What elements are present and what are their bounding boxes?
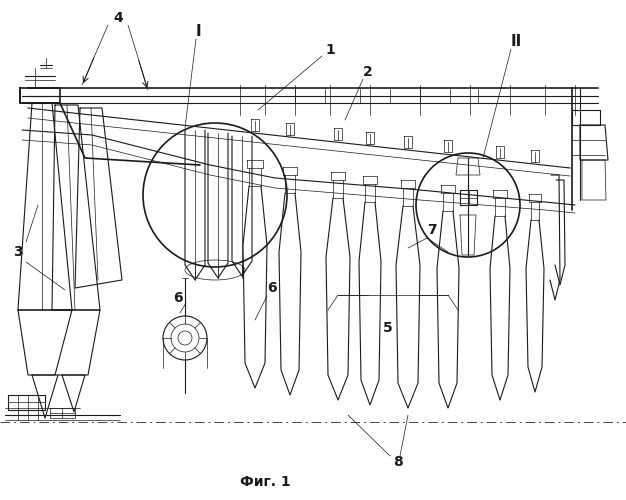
Text: 7: 7 — [427, 223, 437, 237]
Text: I: I — [195, 24, 201, 40]
Text: 8: 8 — [393, 455, 403, 469]
Text: 5: 5 — [383, 321, 393, 335]
Text: 2: 2 — [363, 65, 373, 79]
Text: 3: 3 — [13, 245, 23, 259]
Text: Фиг. 1: Фиг. 1 — [240, 475, 290, 489]
Text: 1: 1 — [325, 43, 335, 57]
Text: 6: 6 — [173, 291, 183, 305]
Text: II: II — [510, 34, 521, 50]
Text: 6: 6 — [267, 281, 277, 295]
Text: 4: 4 — [113, 11, 123, 25]
